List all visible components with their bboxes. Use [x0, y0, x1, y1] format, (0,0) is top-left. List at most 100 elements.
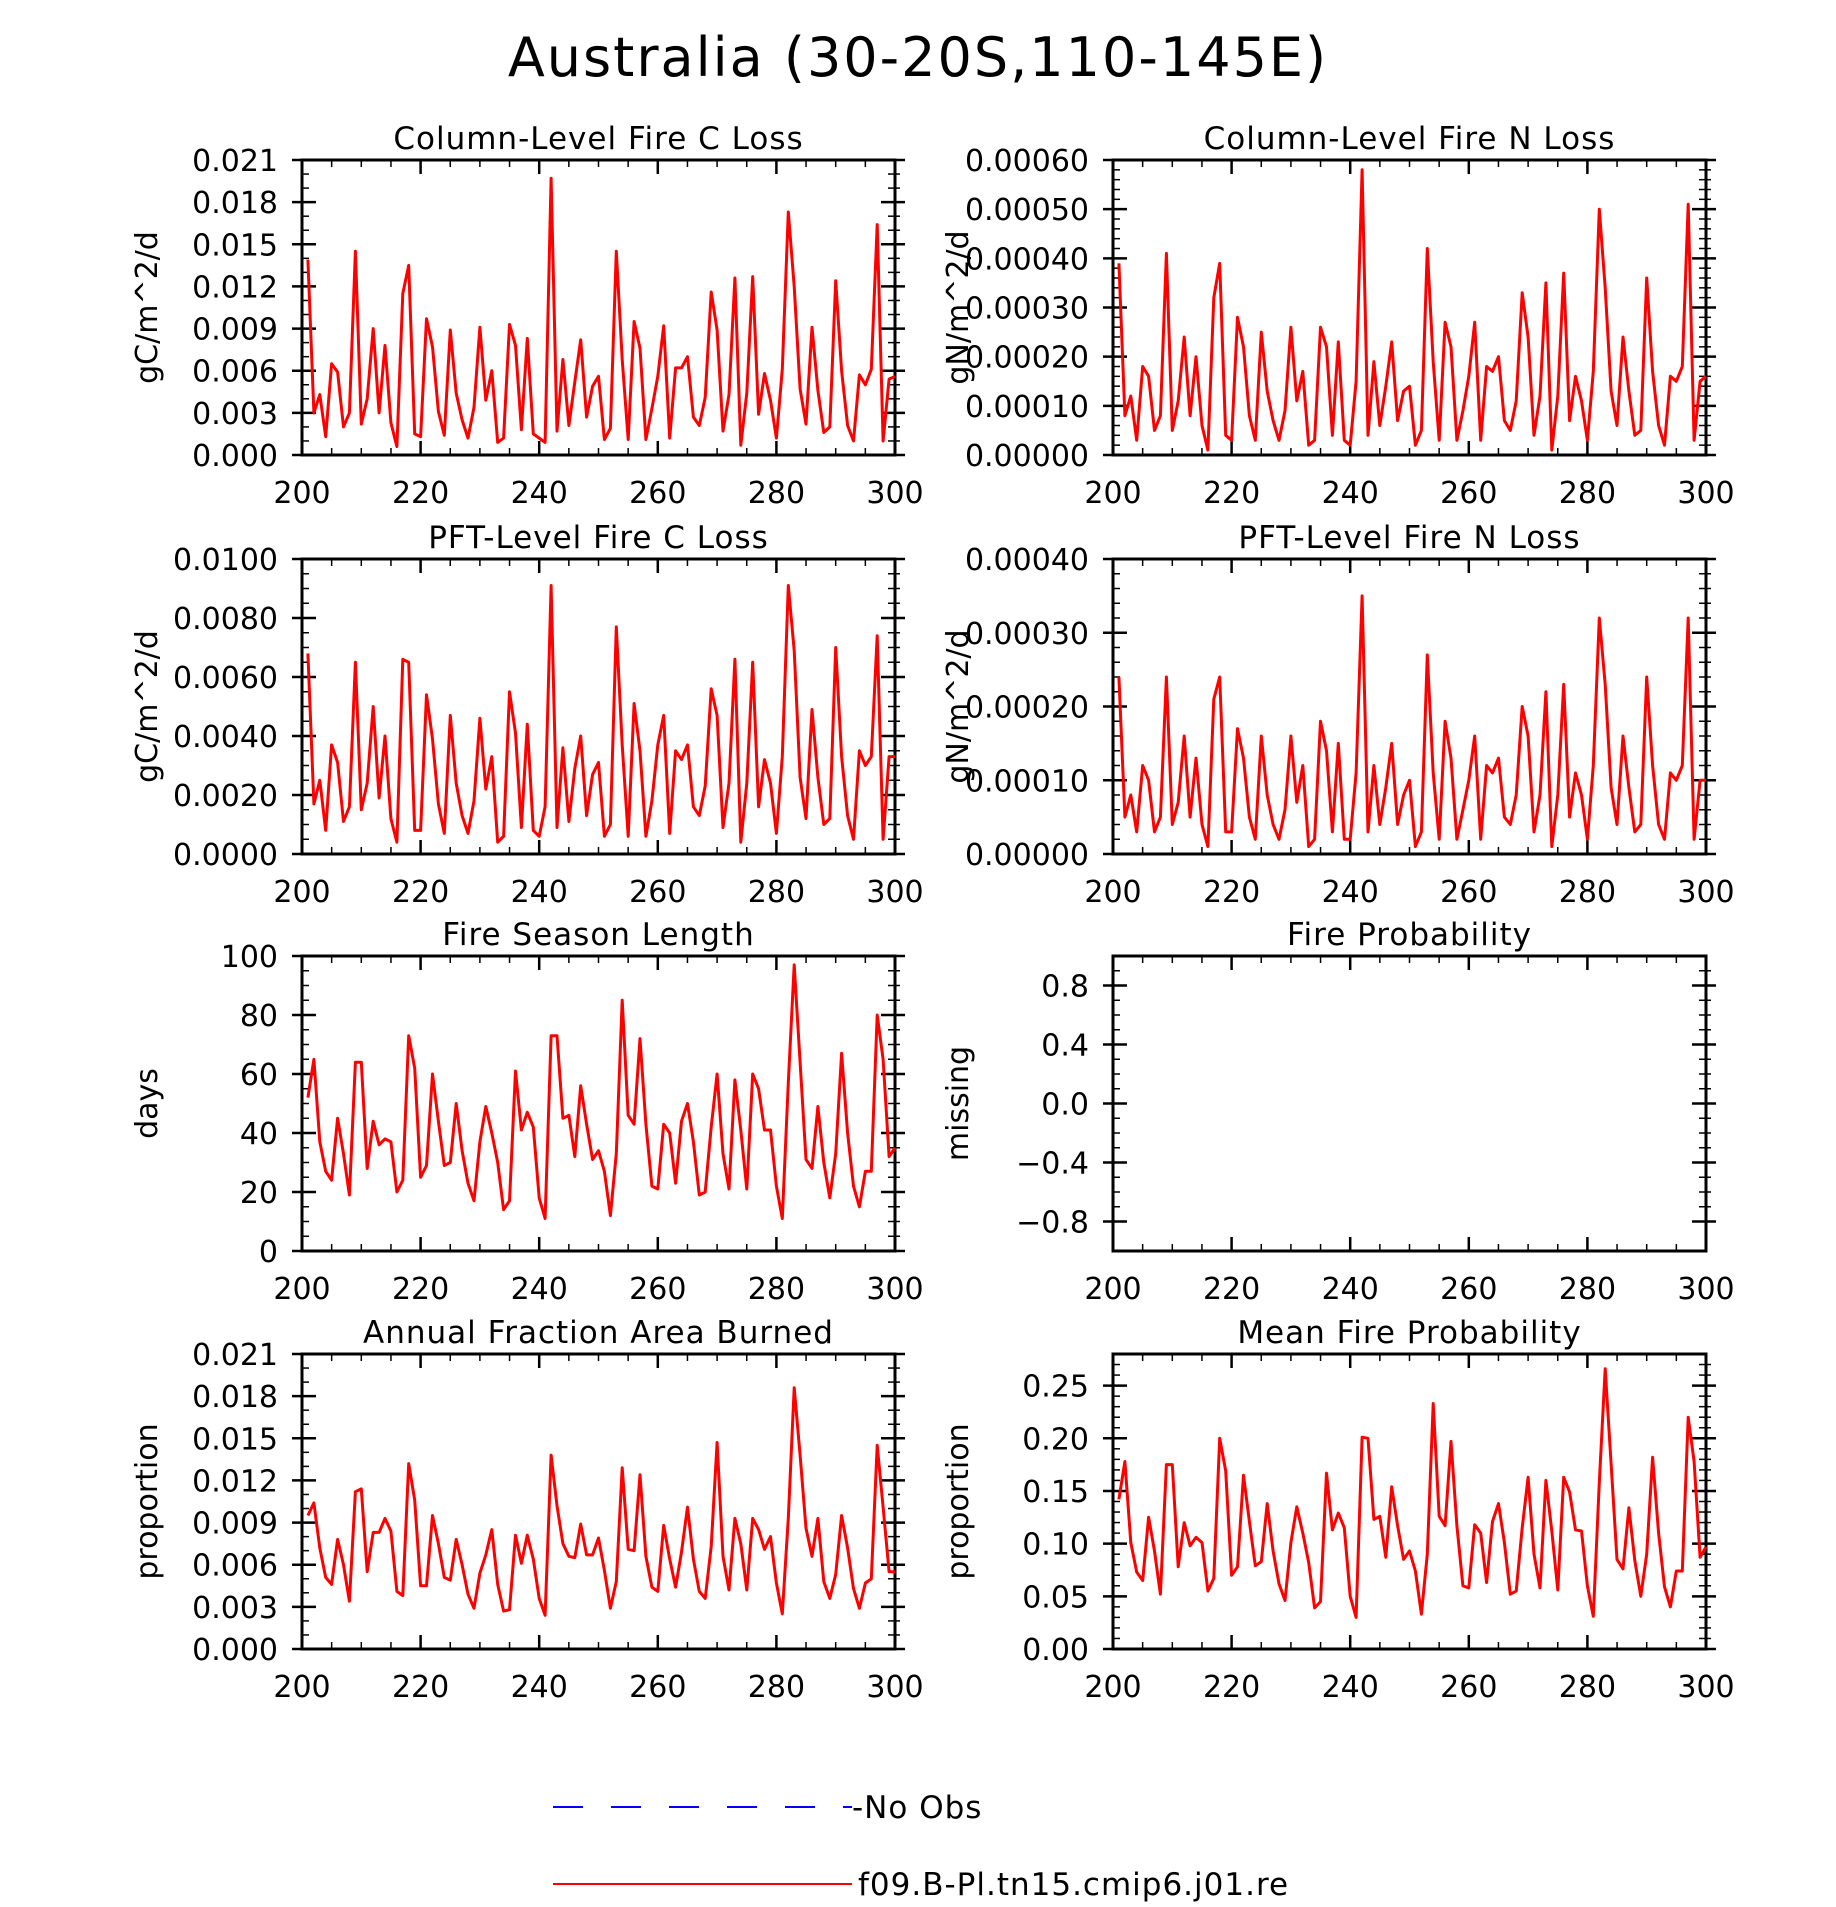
y-tick-label: 0.00040 [965, 242, 1089, 277]
y-tick-label: 0.0020 [173, 779, 278, 814]
y-tick-label: 0.15 [1022, 1475, 1089, 1510]
x-tick-label: 260 [1440, 1670, 1497, 1705]
x-tick-label: 200 [1084, 476, 1141, 511]
x-tick-label: 260 [629, 1670, 686, 1705]
y-tick-label: 0.0000 [173, 838, 278, 873]
y-tick-label: 0.00060 [965, 144, 1089, 179]
y-tick-label: 0.003 [192, 1591, 278, 1626]
panel-fire-season-length: Fire Season Length days 200 220 240 260 280 3… [130, 917, 924, 1307]
x-tick-label: 200 [273, 875, 330, 910]
y-tick-label: 80 [240, 999, 278, 1034]
y-tick-label: −0.4 [1016, 1147, 1089, 1182]
y-axis-label: gN/m^2/d [941, 629, 976, 783]
panel-column-n-loss: Column-Level Fire N Loss gN/m^2/d 200 220… [941, 121, 1735, 511]
x-tick-label: 240 [511, 875, 568, 910]
y-tick-label: 0.0080 [173, 602, 278, 637]
x-tick-label: 260 [1440, 875, 1497, 910]
y-tick-label: 0.05 [1022, 1580, 1089, 1615]
x-tick-label: 260 [629, 1272, 686, 1307]
x-tick-label: 200 [1084, 1272, 1141, 1307]
legend: -No Obs f09.B-Pl.tn15.cmip6.j01.re [553, 1790, 1289, 1903]
y-tick-label: 0.0040 [173, 720, 278, 755]
y-tick-label: 0.000 [192, 1633, 278, 1668]
plot-frame [1111, 954, 1708, 1253]
x-tick-label: 300 [1677, 1272, 1734, 1307]
x-tick-label: 240 [1322, 875, 1379, 910]
panel-title: PFT-Level Fire C Loss [428, 520, 769, 556]
x-tick-label: 300 [1677, 875, 1734, 910]
y-tick-label: 0.015 [192, 1422, 278, 1457]
y-axis-label: gN/m^2/d [941, 230, 976, 384]
series-line [1117, 168, 1707, 452]
series-line [1117, 1367, 1708, 1619]
x-tick-label: 300 [866, 476, 923, 511]
y-tick-label: 0.018 [192, 186, 278, 221]
plot-frame [1111, 1352, 1708, 1651]
x-tick-label: 260 [629, 476, 686, 511]
x-tick-label: 280 [748, 1272, 805, 1307]
series-line [306, 584, 895, 844]
y-tick-label: 0.00050 [965, 193, 1089, 228]
x-tick-label: 240 [511, 1272, 568, 1307]
y-axis-label: gC/m^2/d [130, 231, 165, 384]
y-tick-label: 0.00010 [965, 390, 1089, 425]
x-tick-label: 300 [866, 875, 923, 910]
y-tick-label: 0.000 [192, 439, 278, 474]
y-tick-label: 0.006 [192, 1549, 278, 1584]
x-tick-label: 220 [392, 1272, 449, 1307]
x-tick-label: 260 [629, 875, 686, 910]
y-tick-label: 0.00030 [965, 292, 1089, 327]
x-tick-label: 260 [1440, 476, 1497, 511]
y-tick-label: 0.021 [192, 1338, 278, 1373]
x-tick-label: 300 [866, 1670, 923, 1705]
figure-title: Australia (30-20S,110-145E) [508, 26, 1328, 89]
panel-annual-fraction-area-burned: Annual Fraction Area Burned proportion 2… [130, 1315, 924, 1705]
x-tick-label: 220 [392, 476, 449, 511]
x-tick-label: 200 [1084, 1670, 1141, 1705]
x-tick-label: 240 [511, 476, 568, 511]
y-tick-label: 0.006 [192, 355, 278, 390]
panel-title: Fire Season Length [442, 917, 754, 953]
x-tick-label: 280 [748, 875, 805, 910]
x-tick-label: 220 [1203, 1272, 1260, 1307]
y-tick-label: 0.00010 [965, 764, 1089, 799]
y-tick-label: 0.012 [192, 270, 278, 305]
y-tick-label: 20 [240, 1176, 278, 1211]
panel-title: Column-Level Fire N Loss [1204, 121, 1616, 157]
plot-frame [300, 1352, 897, 1651]
legend-label-no-obs: -No Obs [852, 1790, 982, 1826]
y-tick-label: 40 [240, 1117, 278, 1152]
x-tick-label: 280 [748, 1670, 805, 1705]
y-tick-label: 0.00020 [965, 691, 1089, 726]
x-tick-label: 280 [1559, 1670, 1616, 1705]
y-tick-label: 0.009 [192, 1507, 278, 1542]
x-tick-label: 280 [1559, 875, 1616, 910]
y-tick-label: 0.021 [192, 144, 278, 179]
y-axis-label: gC/m^2/d [130, 630, 165, 783]
y-tick-label: 0.10 [1022, 1528, 1089, 1563]
y-tick-label: 0 [259, 1235, 278, 1270]
y-tick-label: 0.00 [1022, 1633, 1089, 1668]
x-tick-label: 280 [748, 476, 805, 511]
y-tick-label: 0.25 [1022, 1370, 1089, 1405]
y-tick-label: 100 [221, 940, 278, 975]
panel-mean-fire-probability: Mean Fire Probability proportion 200 220 2… [941, 1315, 1735, 1705]
y-tick-label: 0.8 [1041, 970, 1089, 1005]
y-tick-label: 0.00030 [965, 617, 1089, 652]
y-tick-label: 0.003 [192, 397, 278, 432]
legend-label-model: f09.B-Pl.tn15.cmip6.j01.re [858, 1867, 1289, 1903]
y-tick-label: 0.009 [192, 313, 278, 348]
panel-pft-n-loss: PFT-Level Fire N Loss gN/m^2/d 200 220 240… [941, 520, 1735, 910]
series-line [306, 176, 896, 449]
y-tick-label: 0.00040 [965, 543, 1089, 578]
y-axis-label: proportion [941, 1423, 976, 1579]
x-tick-label: 240 [511, 1670, 568, 1705]
x-tick-label: 260 [1440, 1272, 1497, 1307]
y-tick-label: 0.00020 [965, 341, 1089, 376]
panel-fire-probability: Fire Probability missing 200 220 240 260 280… [941, 917, 1735, 1307]
y-tick-label: 0.00000 [965, 838, 1089, 873]
x-tick-label: 240 [1322, 1670, 1379, 1705]
x-tick-label: 200 [273, 476, 330, 511]
y-tick-label: 0.0060 [173, 661, 278, 696]
